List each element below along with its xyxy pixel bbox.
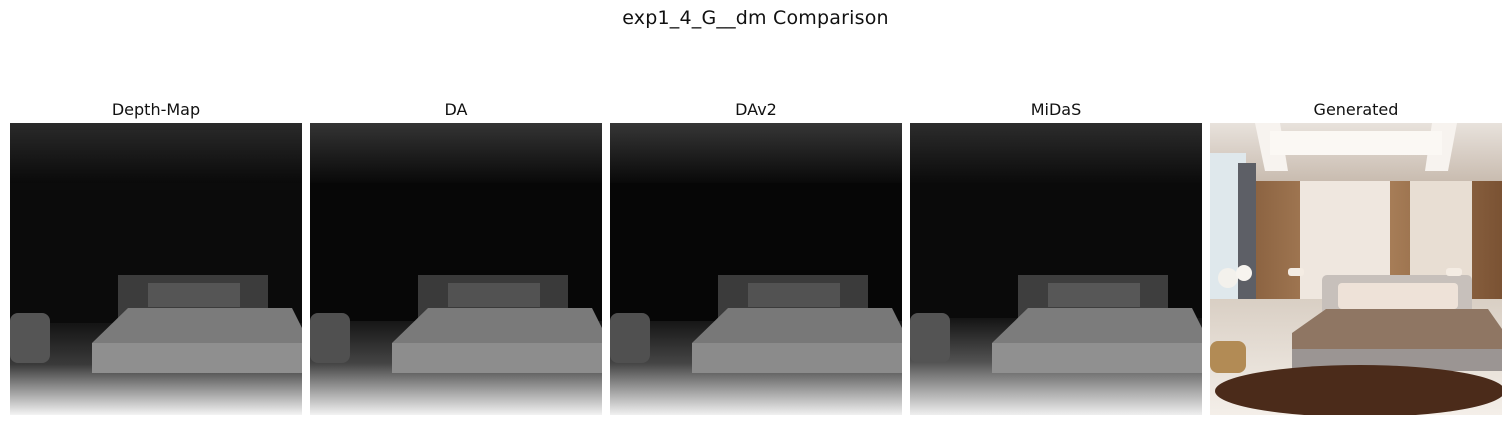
dav2-image [610, 123, 902, 415]
panel-title: Depth-Map [111, 100, 201, 119]
depth-map-image [10, 123, 302, 415]
panel-title: Generated [1313, 100, 1399, 119]
figure-title: exp1_4_G__dm Comparison [622, 7, 889, 29]
da-image [310, 123, 602, 415]
panel-title: MiDaS [1030, 100, 1082, 119]
panel-dav2: DAv2 [610, 98, 902, 415]
generated-image [1210, 123, 1502, 415]
panel-title: DAv2 [735, 100, 777, 119]
panel-da: DA [310, 98, 602, 415]
panel-title: DA [444, 100, 468, 119]
midas-image [910, 123, 1202, 415]
panel-midas: MiDaS [910, 98, 1202, 415]
panel-generated: Generated [1210, 98, 1502, 415]
panel-depth-map: Depth-Map [10, 98, 302, 415]
